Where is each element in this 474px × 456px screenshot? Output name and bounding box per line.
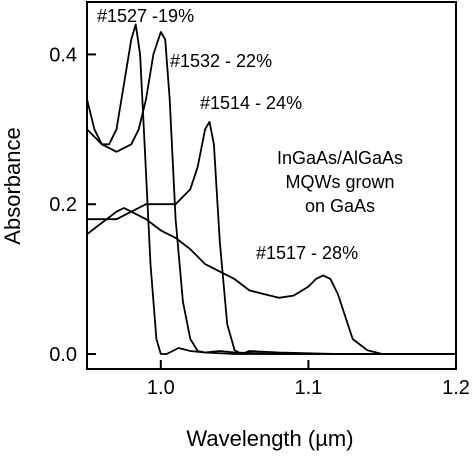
series-label-1514: #1514 - 24%	[200, 93, 302, 113]
y-tick-label: 0.4	[49, 44, 77, 66]
sample-note-line-2: MQWs grown	[285, 172, 394, 192]
series-line-1527	[86, 23, 456, 355]
series-line-1514	[87, 120, 456, 355]
y-tick-label: 0.2	[49, 194, 77, 216]
series-label-1517: #1517 - 28%	[256, 243, 358, 263]
plot-frame	[86, 1, 457, 370]
series-layer	[86, 23, 456, 355]
series-label-1527: #1527 -19%	[97, 6, 194, 26]
sample-note-line-1: InGaAs/AlGaAs	[277, 148, 403, 168]
x-tick-label: 1.1	[294, 377, 322, 399]
x-tick-label: 1.0	[147, 377, 175, 399]
y-tick-label: 0.0	[49, 344, 77, 366]
sample-note-line-3: on GaAs	[305, 196, 375, 216]
ticks-layer: 1.0 1.1 1.2 0.0 0.2 0.4	[49, 44, 470, 399]
x-axis-title: Wavelength (µm)	[186, 426, 353, 451]
series-label-1532: #1532 - 22%	[170, 51, 272, 71]
y-axis-title: Absorbance	[0, 127, 25, 244]
series-line-1532	[86, 31, 456, 355]
x-tick-label: 1.2	[442, 377, 470, 399]
series-line-1517	[86, 207, 456, 355]
